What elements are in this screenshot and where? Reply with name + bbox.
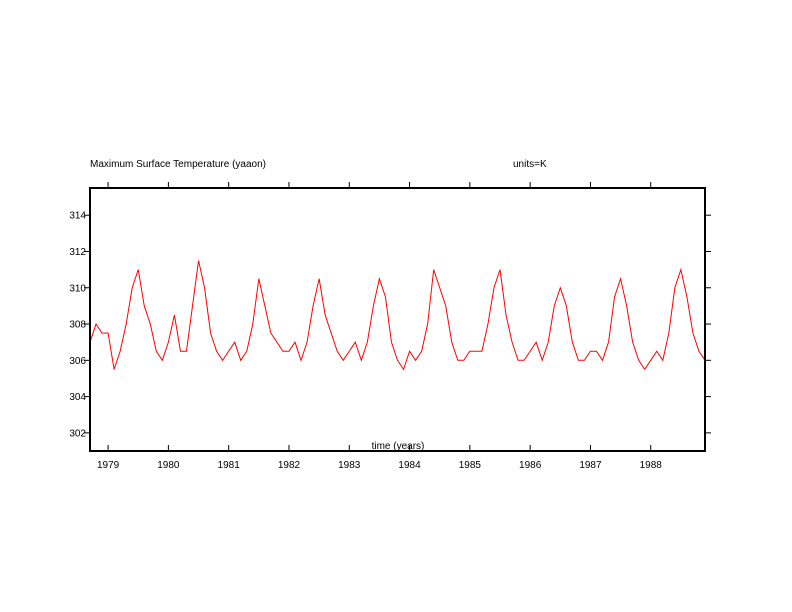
x-tick-label: 1982	[278, 460, 301, 471]
x-tick-label: 1980	[157, 460, 180, 471]
x-axis-label: time (years)	[372, 441, 425, 452]
y-tick-label: 304	[69, 392, 86, 403]
x-tick-label: 1981	[218, 460, 241, 471]
x-tick-label: 1979	[97, 460, 120, 471]
units-label: units=K	[513, 159, 547, 170]
y-tick-label: 306	[69, 356, 86, 367]
x-tick-label: 1983	[338, 460, 361, 471]
y-tick-labels: 302 304 306 308 310 312 314	[69, 211, 86, 440]
series-line	[89, 260, 706, 371]
x-tick-label: 1987	[579, 460, 602, 471]
x-tick-label: 1988	[640, 460, 663, 471]
y-tick-label: 312	[69, 247, 86, 258]
y-tick-label: 308	[69, 320, 86, 331]
x-tick-label: 1984	[398, 460, 421, 471]
y-tick-label: 314	[69, 211, 86, 222]
chart-title: Maximum Surface Temperature (yaaon)	[90, 159, 266, 170]
y-tick-label: 310	[69, 283, 86, 294]
x-tick-labels: 1979 1980 1981 1982 1983 1984 1985 1986 1987 1988	[97, 460, 662, 471]
x-tick-label: 1985	[459, 460, 482, 471]
x-tick-label: 1986	[519, 460, 542, 471]
y-tick-label: 302	[69, 428, 86, 439]
plot-frame	[89, 187, 706, 452]
axis-ticks	[84, 182, 711, 451]
